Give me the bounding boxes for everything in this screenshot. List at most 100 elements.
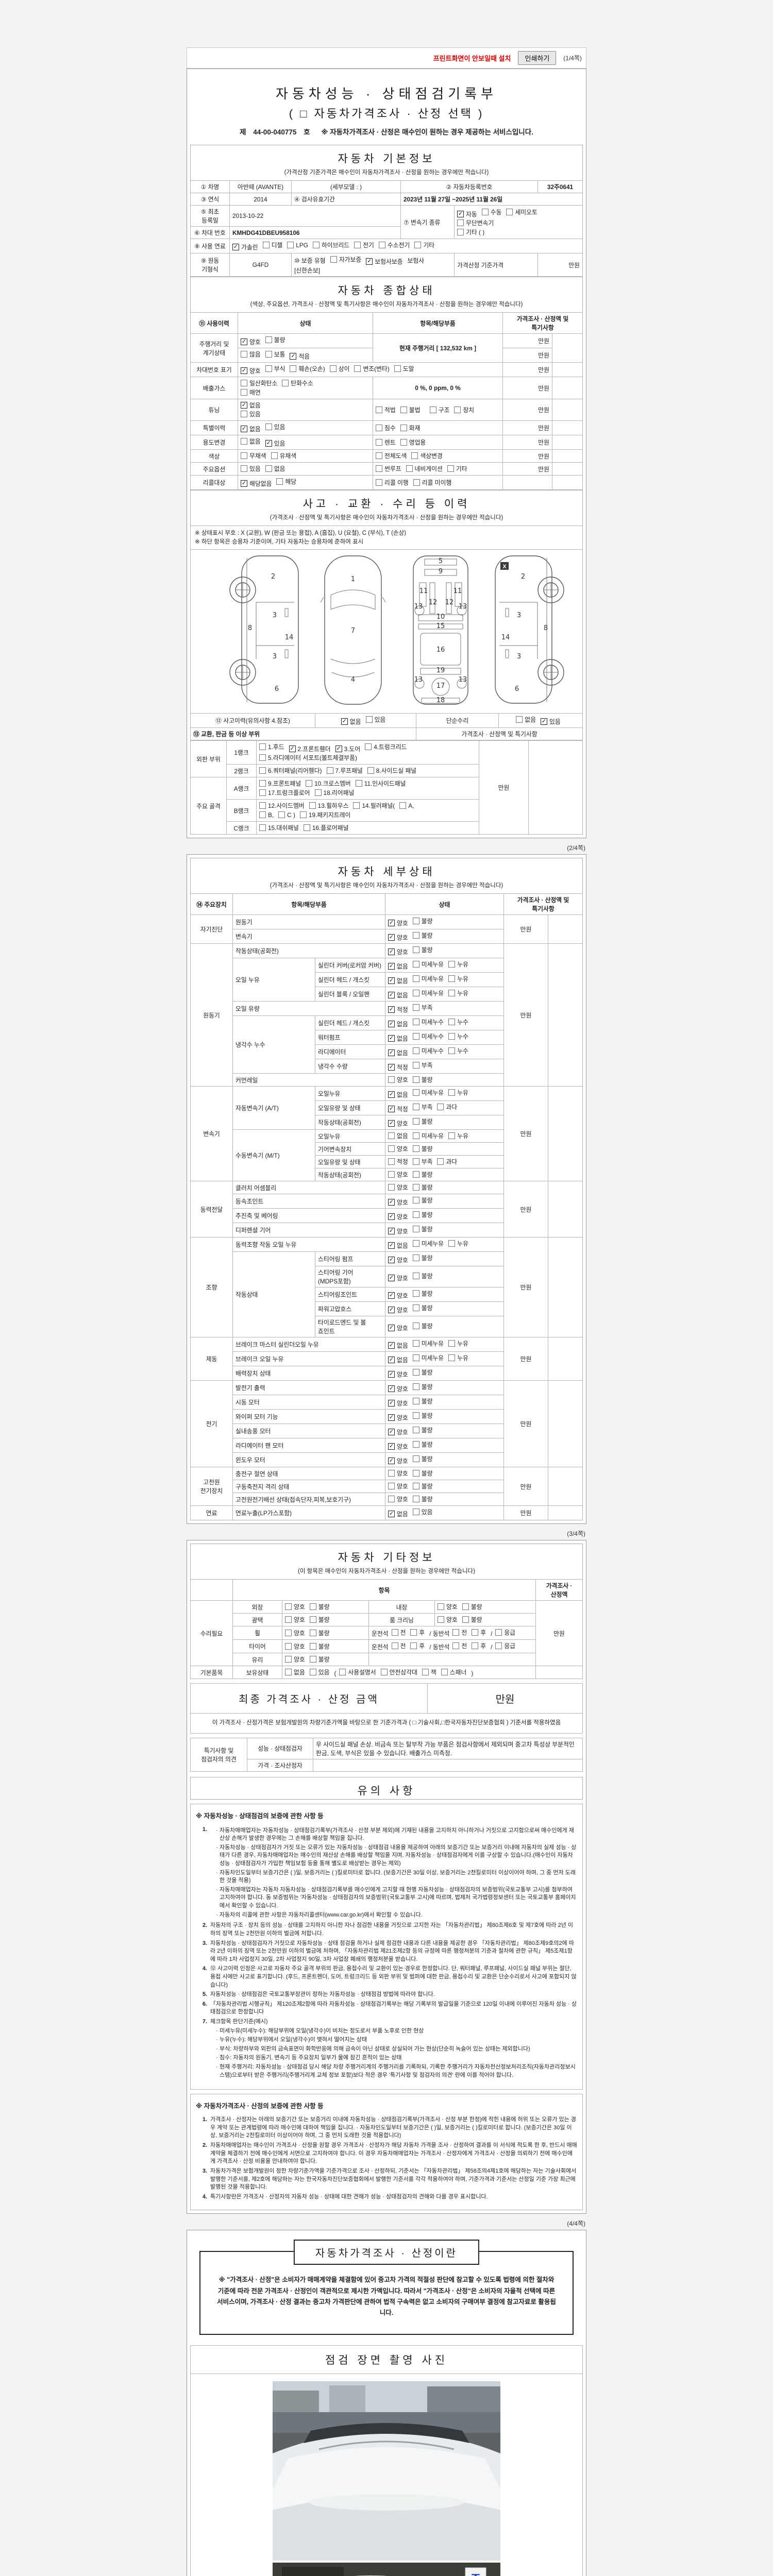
- checkbox: 영업용: [400, 438, 426, 447]
- checkbox: 누유: [448, 1131, 468, 1140]
- checkbox: 불량: [412, 1397, 433, 1405]
- checkbox-box: ✓: [388, 1213, 395, 1221]
- checkbox: 안전삼각대: [380, 1668, 417, 1676]
- table-cell: 냉각수 누수: [232, 1015, 315, 1074]
- table-cell: 2랭크: [226, 764, 257, 778]
- checkbox: 불량: [412, 1289, 432, 1298]
- table-cell: 0 %, 0 ppm, 0 %: [373, 377, 503, 399]
- checkbox-box: [376, 452, 382, 459]
- table-cell: ⑤ 최초 등록일: [190, 205, 230, 227]
- checkbox-label: 세미오토: [515, 208, 537, 216]
- checkbox-label: 없음: [397, 1035, 408, 1043]
- table-cell: ⑬ 교환, 판금 등 이상 부위: [190, 727, 416, 741]
- checkbox-box: [412, 1272, 419, 1279]
- checkbox: 있음: [365, 715, 385, 724]
- table-row: 특별이력 ✓ 없음 있음 침수 화재 만원: [190, 420, 583, 435]
- table-row: 실린더 블록 / 오일팬 ✓ 없음 미세누유 누유: [191, 987, 583, 1002]
- table-row: 많음 보통 ✓ 적음 만원: [191, 348, 583, 363]
- cell-text: ): [471, 1670, 474, 1677]
- table-cell: 실린더 헤드 / 개스킷: [315, 972, 385, 988]
- checkbox-box: [285, 1616, 292, 1623]
- car-view-left-side: [229, 555, 299, 704]
- checkbox: 불량: [462, 1602, 482, 1611]
- checkbox: 양호: [285, 1642, 305, 1651]
- checkbox: 불법: [400, 405, 420, 414]
- checkbox-checked: ✓ 가솔린: [232, 243, 258, 251]
- checkbox-box: [354, 242, 361, 248]
- checkbox-checked: ✓ 양호: [388, 1413, 408, 1422]
- checkbox-label: 불량: [421, 1398, 433, 1405]
- checkbox-checked: ✓ 3.도어: [335, 744, 360, 753]
- table-cell: 만원: [502, 348, 552, 363]
- checkbox-box: [412, 1441, 419, 1448]
- checkbox-box: [448, 1089, 456, 1096]
- checkbox-label: 불량: [421, 1255, 433, 1262]
- print-button[interactable]: 인쇄하기: [518, 51, 557, 65]
- checkbox-box: [367, 767, 374, 774]
- checkbox-box: [309, 1642, 316, 1650]
- checkbox-box: [285, 1629, 292, 1636]
- table-cell: 타이로드엔드 및 볼 죠인트: [315, 1316, 385, 1338]
- table-row: ⑤ 최초 등록일 2013-10-22 ⑦ 변속기 종류 ✓ 자동 수동 세미오토 무단변속기…: [190, 205, 583, 239]
- table-row: 구동축전지 격리 상태 양호 불량: [191, 1480, 583, 1494]
- checkbox: 불량: [412, 1210, 432, 1219]
- table-row: C랭크 15.대쉬패널 16.플로어패널: [191, 821, 583, 835]
- table-cell: [552, 435, 583, 450]
- checkbox: 후: [410, 1641, 425, 1650]
- checkbox-box: [448, 975, 456, 982]
- table-cell: 조향: [190, 1237, 233, 1338]
- checkbox-label: 있음: [249, 465, 261, 472]
- checkbox: 양호: [388, 1144, 408, 1153]
- table-cell: [552, 399, 583, 421]
- table-cell: ✓ 양호 불량: [385, 914, 504, 930]
- checkbox-label: 불량: [421, 1272, 433, 1280]
- table-row: 스티어링조인트 ✓ 양호 불량: [191, 1287, 583, 1302]
- checkbox: 불량: [412, 917, 433, 925]
- table-cell: 커먼레일: [232, 1073, 385, 1087]
- checkbox-label: 누유: [457, 1240, 468, 1248]
- checkbox-box: [516, 716, 523, 723]
- checkbox-label: 있음: [249, 411, 261, 418]
- table-cell: 만원: [502, 377, 552, 399]
- checkbox-box: [265, 336, 272, 343]
- table-row: 유리 양호 불량: [191, 1653, 583, 1667]
- notice-block-title: ※ 자동차성능 · 상태점검의 보증에 관한 사항 등: [196, 1812, 324, 1820]
- checkbox-label: 후: [419, 1642, 425, 1650]
- table-row: 차대번호 표기 ✓ 양호 부식 훼손(오손) 상이 변조(변타) 도말 만원: [190, 362, 583, 377]
- notice-bullet: 현재 주행거리: 자동차성능 · 상태점검 당시 해당 차량 주행거리계의 주행…: [220, 2063, 577, 2079]
- checkbox: 전기: [354, 241, 374, 249]
- table-row: 고전원 전기장치 충전구 절연 상태 양호 불량 만원: [190, 1467, 583, 1506]
- checkbox-label: 양호: [294, 1616, 305, 1624]
- checkbox: 보통: [265, 350, 285, 359]
- table-cell: B랭크: [226, 799, 257, 822]
- checkbox-box: [412, 1076, 419, 1083]
- checkbox: 매연: [241, 388, 261, 397]
- checkbox-label: 없음: [397, 977, 408, 985]
- table-cell: 휠: [232, 1626, 282, 1640]
- checkbox-box: [412, 1019, 419, 1026]
- checkbox: 적정: [388, 1157, 408, 1166]
- checkbox: 누유: [448, 960, 468, 969]
- table-cell: 작동상태: [232, 1251, 315, 1338]
- car-view-top: [320, 555, 386, 705]
- checkbox-label: 불량: [421, 918, 433, 925]
- notice-bullet: 누유(누수): 해당부위에서 오일(냉각수)이 맺혀서 떨어지는 상태: [220, 2036, 577, 2044]
- table-row: ⑪ 사용이력 상태 항목/해당부품 가격조사 · 산정액 및 특기사항: [190, 312, 583, 334]
- checkbox-box: [437, 1158, 444, 1165]
- checkbox-label: 불량: [421, 1304, 433, 1312]
- checkbox: 수동: [481, 208, 501, 216]
- table-cell: ⑭ 주요장치: [190, 893, 233, 916]
- checkbox: 미세누유: [412, 1088, 444, 1097]
- checkbox-label: 부족: [421, 1004, 433, 1012]
- page-marker-1: (1/4쪽): [563, 55, 582, 62]
- table-cell: ⑩ 보증 유형 자가보증 ✓ 보험사보증 보험사[신한손보]: [291, 253, 455, 277]
- table-row: 2랭크 6.쿼터패널(리어휀다) 7.루프패널 8.사이드실 패널: [191, 764, 583, 778]
- table-cell: 항목/해당부품: [232, 893, 385, 916]
- table-cell: 만원: [502, 462, 552, 476]
- checkbox-label: 누유: [457, 975, 468, 983]
- checkbox-box: [285, 1669, 292, 1676]
- checkbox-box: [448, 1354, 456, 1362]
- checkbox-box: [259, 767, 266, 774]
- table-cell: 수리필요: [190, 1600, 233, 1667]
- checkbox-box: [437, 1104, 444, 1111]
